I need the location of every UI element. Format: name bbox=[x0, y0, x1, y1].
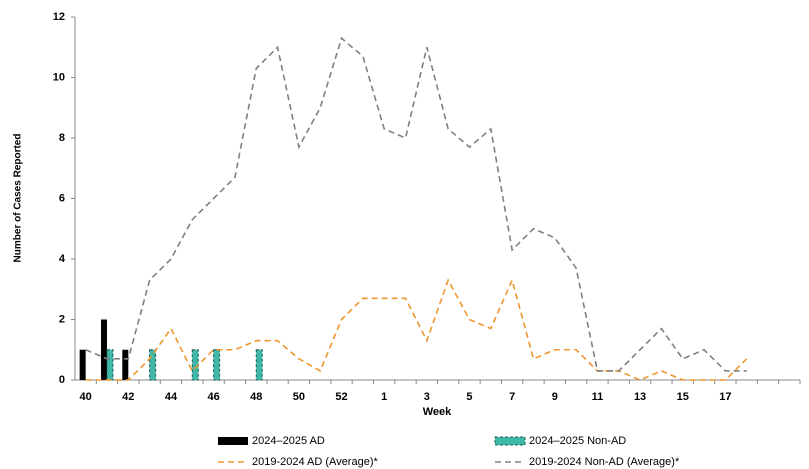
bar bbox=[149, 349, 157, 381]
x-tick-label: 1 bbox=[381, 391, 387, 403]
y-tick-label: 0 bbox=[59, 374, 65, 386]
y-tick-label: 10 bbox=[53, 71, 65, 83]
x-tick-label: 15 bbox=[677, 391, 689, 403]
x-tick-label: 7 bbox=[509, 391, 515, 403]
y-axis-label: Number of Cases Reported bbox=[13, 134, 24, 263]
bar bbox=[122, 349, 129, 380]
y-tick-label: 6 bbox=[59, 192, 65, 204]
x-tick-label: 50 bbox=[293, 391, 305, 403]
y-tick-label: 12 bbox=[53, 11, 65, 23]
y-tick-label: 2 bbox=[59, 313, 65, 325]
x-tick-label: 11 bbox=[592, 391, 604, 403]
bar bbox=[79, 349, 86, 380]
legend-label: 2019-2024 AD (Average)* bbox=[252, 456, 378, 468]
x-tick-label: 13 bbox=[634, 391, 646, 403]
x-axis-label: Week bbox=[423, 406, 452, 418]
bar bbox=[100, 319, 107, 380]
y-tick-label: 8 bbox=[59, 132, 65, 144]
x-tick-label: 5 bbox=[466, 391, 472, 403]
bar bbox=[213, 349, 221, 381]
x-tick-label: 40 bbox=[80, 391, 92, 403]
line bbox=[85, 36, 747, 372]
x-tick-label: 52 bbox=[335, 391, 347, 403]
x-tick-label: 44 bbox=[165, 391, 178, 403]
legend-swatch bbox=[494, 436, 526, 446]
x-tick-label: 48 bbox=[250, 391, 262, 403]
line bbox=[85, 277, 748, 381]
x-tick-label: 9 bbox=[552, 391, 558, 403]
x-tick-label: 17 bbox=[719, 391, 731, 403]
legend-label: 2019-2024 Non-AD (Average)* bbox=[529, 456, 680, 468]
legend-label: 2024–2025 AD bbox=[252, 435, 325, 447]
y-tick-label: 4 bbox=[59, 253, 66, 265]
x-tick-label: 46 bbox=[207, 391, 219, 403]
legend-swatch bbox=[218, 437, 248, 445]
bar bbox=[106, 349, 114, 381]
legend-label: 2024–2025 Non-AD bbox=[529, 435, 626, 447]
bar bbox=[255, 349, 263, 381]
x-tick-label: 3 bbox=[424, 391, 430, 403]
x-tick-label: 42 bbox=[122, 391, 134, 403]
